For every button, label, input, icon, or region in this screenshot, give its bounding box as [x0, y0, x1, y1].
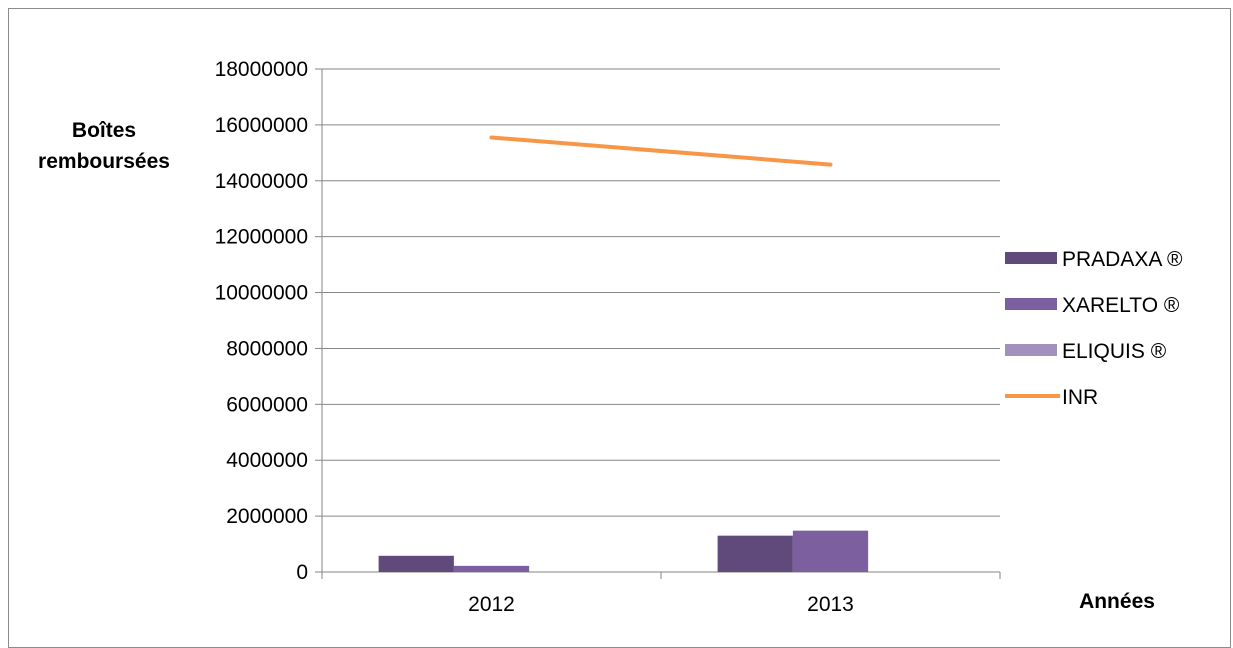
- x-axis-title: Années: [1079, 590, 1155, 613]
- y-axis-title-line2: remboursées: [38, 150, 170, 173]
- y-axis-title-line1: Boîtes: [72, 119, 136, 142]
- x-tick-labels: 2012 2013: [468, 593, 854, 616]
- chart-canvas: 0 2000000 4000000 6000000 8000000 10000000 120…: [38, 58, 1183, 616]
- y-tick-label: 12000000: [215, 226, 308, 249]
- y-tick-label: 4000000: [226, 449, 308, 472]
- line-series: [489, 135, 833, 167]
- legend-label: INR: [1062, 386, 1098, 409]
- y-tick-labels: 0 2000000 4000000 6000000 8000000 10000000 120…: [215, 58, 308, 584]
- legend-swatch: [1005, 344, 1057, 356]
- legend-label: ELIQUIS ®: [1062, 340, 1167, 363]
- y-tick-label: 8000000: [226, 337, 308, 360]
- y-tick-label: 16000000: [215, 114, 308, 137]
- y-tick-label: 2000000: [226, 505, 308, 528]
- line-inr: [489, 135, 833, 167]
- legend-swatch: [1005, 298, 1057, 310]
- y-tick-label: 10000000: [215, 282, 308, 305]
- chart-frame: [8, 8, 1231, 648]
- legend-swatch: [1005, 252, 1057, 264]
- bars: [378, 530, 869, 572]
- x-tick-label: 2012: [468, 593, 515, 616]
- y-tick-label: 14000000: [215, 170, 308, 193]
- legend: PRADAXA ® XARELTO ® ELIQUIS ® INR: [1005, 248, 1183, 409]
- axes: [315, 68, 1001, 579]
- bar-xarelto-2013: [792, 530, 869, 572]
- y-tick-label: 0: [296, 561, 308, 584]
- y-tick-label: 6000000: [226, 393, 308, 416]
- y-tick-label: 18000000: [215, 58, 308, 81]
- bar-xarelto-2012: [453, 565, 530, 572]
- x-tick-label: 2013: [807, 593, 854, 616]
- bar-pradaxa-2012: [378, 555, 454, 572]
- gridlines: [322, 68, 1000, 517]
- legend-label: XARELTO ®: [1062, 294, 1180, 317]
- bar-pradaxa-2013: [717, 535, 793, 572]
- legend-label: PRADAXA ®: [1062, 248, 1183, 271]
